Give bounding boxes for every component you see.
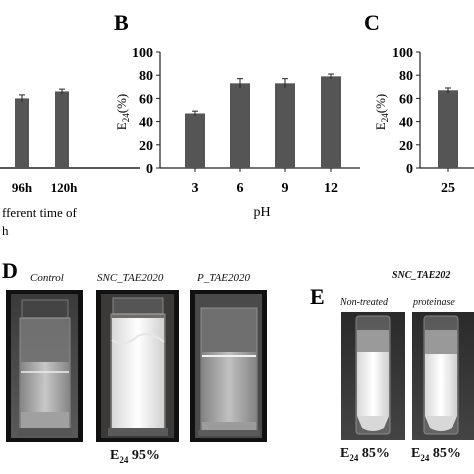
label-proteinase: proteinase [413, 297, 455, 308]
e24-prefix: E [340, 446, 350, 461]
label-control: Control [30, 272, 64, 284]
panel-d-letter: D [2, 258, 18, 283]
panel-c-x-tick-25: 25 [441, 181, 455, 196]
panel-c-y-tick-60: 60 [399, 92, 413, 107]
panel-c-y-label-unit: (%) [373, 94, 388, 114]
photo-control [6, 290, 83, 442]
panel-c-bars [438, 87, 458, 168]
e24-prefix: E [411, 446, 421, 461]
panel-a-x-label-line2: h [2, 223, 9, 238]
panel-b-y-label-unit: (%) [114, 94, 129, 114]
photo-proteinase [412, 312, 474, 440]
panel-c-y-tick-20: 20 [399, 139, 413, 154]
e24-value: 85% [432, 446, 461, 461]
label-snc-tae2020: SNC_TAE2020 [97, 272, 164, 284]
panel-c-y-tick-100: 100 [392, 46, 413, 61]
panel-b-x-tick-3: 3 [192, 181, 199, 196]
photo-non-treated [341, 312, 405, 440]
panel-b-bar-6 [230, 83, 250, 168]
panel-c-y-tick-80: 80 [399, 69, 413, 84]
e24-value: 85% [361, 446, 390, 461]
panel-b-y-tick-0: 0 [146, 162, 153, 177]
panel-b-bar-12 [321, 76, 341, 168]
label-p-tae2020: P_TAE2020 [197, 272, 250, 284]
panel-b-x-label: pH [253, 205, 270, 220]
panel-b-bar-3 [185, 113, 205, 168]
panel-a-tick-96h: 96h [12, 180, 33, 195]
panel-b-y-tick-20: 20 [139, 139, 153, 154]
label-non-treated: Non-treated [340, 297, 388, 308]
panel-b-y-tick-100: 100 [132, 46, 153, 61]
panel-b-y-tick-80: 80 [139, 69, 153, 84]
panel-c-x-ticks: 25 [441, 168, 455, 196]
panel-e-e24-non-treated: E24 85% [340, 446, 390, 463]
panel-b-x-tick-12: 12 [324, 181, 338, 196]
panel-c-y-label-main: E [373, 122, 388, 130]
e24-sub: 24 [420, 452, 430, 463]
e24-value: 95% [131, 448, 160, 463]
panel-c-letter: C [364, 10, 380, 35]
panel-a-bar-96h [15, 98, 29, 168]
panel-c-bar-25 [438, 90, 458, 168]
panel-b-bars [185, 73, 341, 168]
panel-b-y-tick-60: 60 [139, 92, 153, 107]
panel-b-x-tick-6: 6 [237, 181, 244, 196]
photo-p-tae2020 [190, 290, 267, 442]
e24-sub: 24 [349, 452, 359, 463]
panel-a-bar-120h [55, 91, 69, 168]
panel-e-letter: E [310, 284, 325, 309]
e24-prefix: E [110, 448, 120, 463]
panel-d-e24: E24 95% [110, 448, 160, 465]
panel-d: D [2, 258, 267, 442]
panel-a-bars [15, 88, 69, 168]
panel-b-y-label-sub: 24 [121, 113, 131, 123]
panel-c-y-label-sub: 24 [380, 113, 390, 123]
panel-c-y-tick-40: 40 [399, 116, 413, 131]
panel-b: B 0 20 40 60 80 100 E24(%) 3 6 9 12 pH [114, 10, 360, 220]
panel-e: E [310, 284, 474, 440]
panel-b-x-ticks: 3 6 9 12 [192, 168, 338, 196]
panel-e-e24-proteinase: E24 85% [411, 446, 461, 463]
panel-b-letter: B [114, 10, 129, 35]
panel-a: 96h 120h fferent time of h [0, 88, 140, 238]
label-e-header: SNC_TAE202 [392, 270, 451, 281]
photo-snc-tae2020 [96, 290, 179, 442]
e24-sub: 24 [119, 454, 129, 465]
panel-c-y-label: E24(%) [373, 94, 390, 130]
panel-b-y-label-main: E [114, 122, 129, 130]
panel-b-y-ticks: 0 20 40 60 80 100 [132, 46, 160, 177]
panel-c: C 0 20 40 60 80 100 E24(%) 25 [364, 10, 474, 196]
panel-c-y-tick-0: 0 [406, 162, 413, 177]
panel-a-tick-120h: 120h [51, 180, 79, 195]
panel-b-x-tick-9: 9 [282, 181, 289, 196]
panel-c-y-ticks: 0 20 40 60 80 100 [392, 46, 420, 177]
panel-b-y-tick-40: 40 [139, 116, 153, 131]
panel-b-bar-9 [275, 83, 295, 168]
panel-a-x-label-line1: fferent time of [2, 205, 78, 220]
panel-b-y-label: E24(%) [114, 94, 131, 130]
